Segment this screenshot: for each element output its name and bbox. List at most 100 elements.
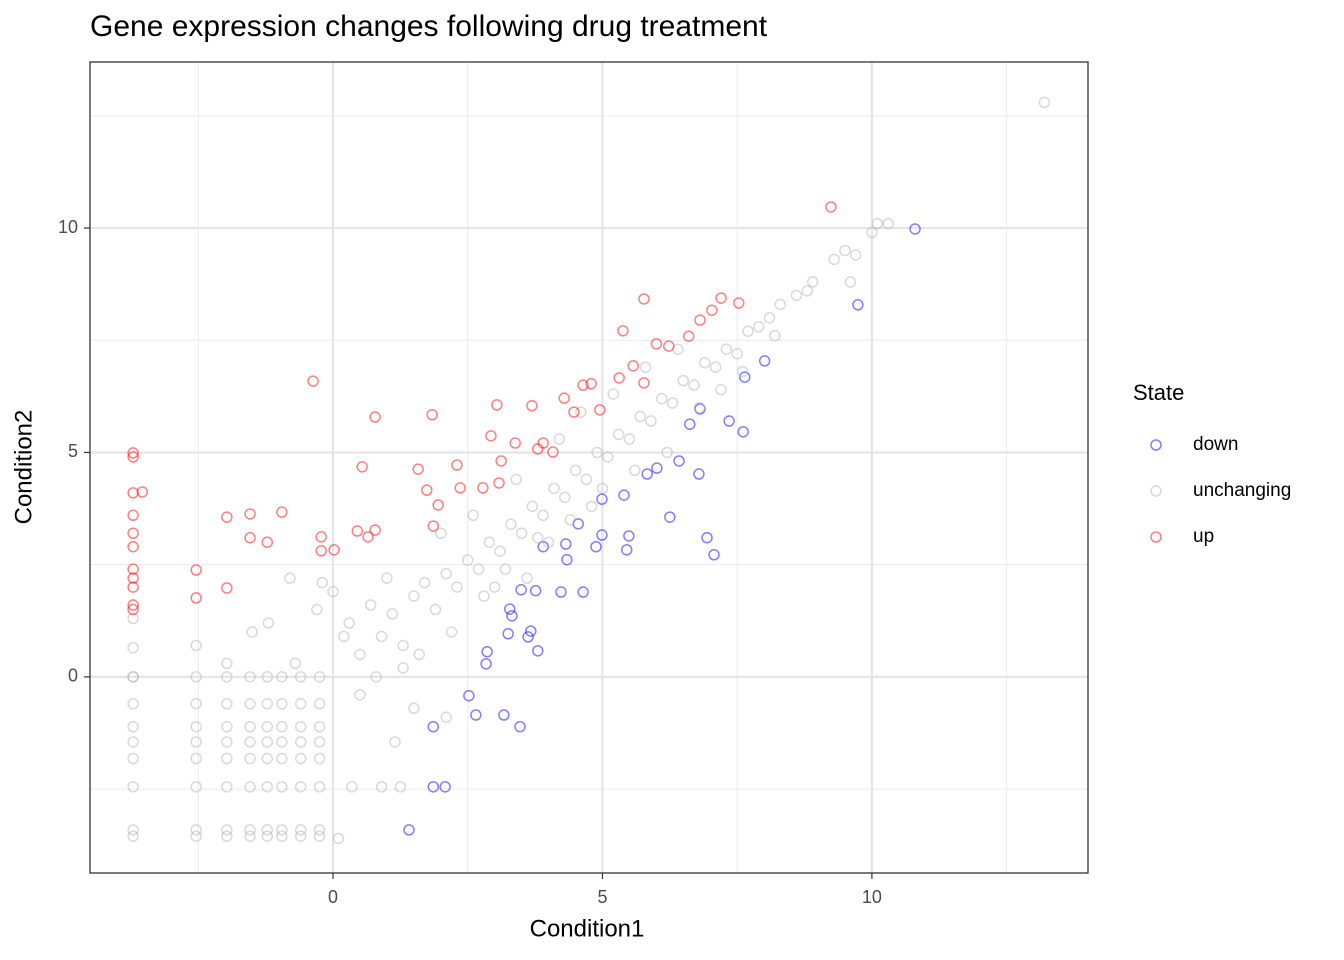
point (733, 297, 745, 309)
point (591, 446, 603, 459)
point (381, 572, 393, 584)
point (435, 527, 447, 540)
y-tick-label: 5 (68, 441, 78, 461)
point (532, 531, 544, 544)
point (577, 379, 589, 391)
point (244, 698, 256, 710)
point (127, 671, 139, 683)
point (276, 830, 288, 842)
point (190, 671, 202, 683)
point (480, 658, 492, 670)
point (244, 671, 256, 683)
point (127, 641, 139, 654)
point (397, 662, 409, 674)
point (289, 657, 302, 670)
point (190, 720, 202, 733)
point (828, 253, 840, 266)
point (311, 603, 323, 616)
point (866, 226, 878, 239)
point (651, 462, 663, 474)
point (244, 781, 256, 793)
point (394, 781, 407, 793)
point (307, 375, 319, 387)
point (426, 409, 438, 421)
point (369, 411, 381, 423)
x-tick-label: 10 (862, 887, 882, 907)
point (127, 781, 139, 793)
point (641, 468, 653, 480)
point (403, 824, 415, 836)
point (852, 299, 864, 311)
point (522, 631, 534, 643)
point (190, 639, 202, 652)
point (127, 752, 139, 765)
series-2 (127, 201, 837, 616)
point (365, 599, 377, 611)
point (612, 428, 625, 441)
point (315, 545, 327, 557)
point (294, 824, 307, 836)
point (351, 525, 364, 537)
point (127, 612, 139, 625)
point (629, 464, 641, 477)
point (514, 720, 526, 733)
point (801, 285, 813, 297)
point (555, 586, 567, 598)
point (488, 581, 501, 593)
point (752, 321, 765, 333)
point (585, 500, 598, 513)
point (294, 698, 307, 710)
point (645, 415, 657, 427)
point (532, 645, 544, 657)
point (634, 410, 646, 423)
point (558, 392, 570, 404)
point (525, 625, 537, 637)
point (408, 590, 420, 602)
point (294, 720, 307, 733)
point (515, 527, 528, 540)
point (561, 553, 573, 566)
point (580, 473, 593, 486)
point (694, 314, 706, 326)
point (723, 415, 735, 427)
point (356, 461, 368, 473)
point (548, 482, 560, 495)
point (276, 752, 288, 765)
point (136, 486, 149, 498)
point (439, 781, 451, 793)
point (221, 582, 233, 594)
point (221, 752, 233, 765)
point (261, 830, 274, 842)
point (127, 563, 139, 575)
point (871, 217, 884, 230)
point (313, 720, 326, 733)
point (673, 455, 685, 467)
point (190, 781, 202, 793)
point (661, 446, 673, 459)
point (261, 698, 274, 710)
point (655, 392, 668, 405)
point (454, 482, 466, 494)
point (294, 830, 307, 842)
point (602, 451, 614, 463)
point (343, 617, 355, 629)
point (537, 437, 549, 449)
point (462, 554, 474, 566)
point (313, 698, 326, 710)
point (909, 223, 921, 235)
point (332, 832, 345, 845)
point (276, 824, 288, 836)
point (477, 482, 489, 494)
point (493, 477, 505, 489)
point (316, 576, 329, 589)
point (590, 540, 602, 553)
point (294, 781, 307, 793)
point (127, 540, 139, 553)
point (483, 536, 496, 548)
point (568, 406, 580, 418)
point (701, 531, 713, 544)
point (429, 603, 442, 616)
point (261, 824, 274, 836)
point (693, 401, 706, 414)
